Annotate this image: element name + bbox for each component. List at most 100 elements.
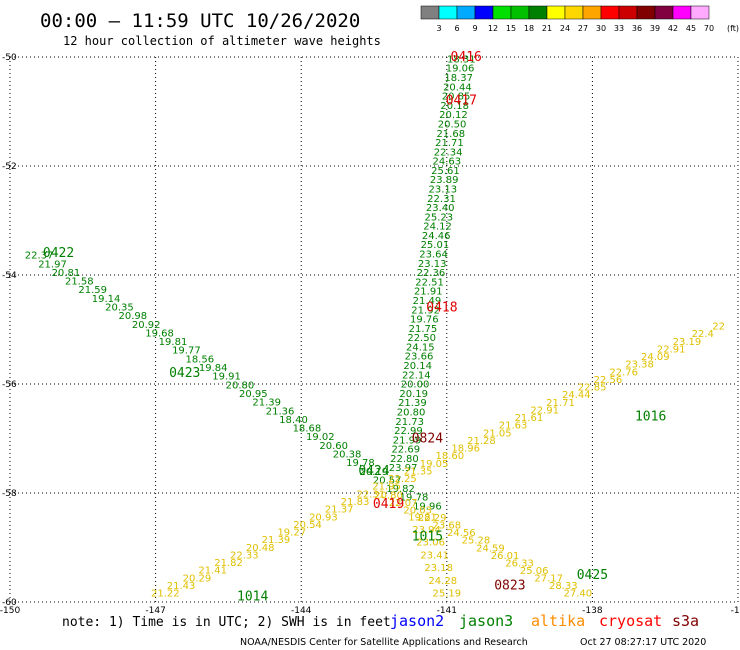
y-tick-label: -52: [2, 162, 17, 172]
wave-height-point: 21.95: [372, 482, 401, 493]
x-tick-label: -138: [582, 606, 603, 616]
x-tick-label: -141: [437, 606, 457, 616]
pass-label: 0823: [494, 579, 525, 594]
wave-height-point: 23.97: [389, 463, 418, 474]
wave-height-point: 22.50: [407, 333, 436, 344]
wave-height-point: 20.95: [239, 389, 268, 400]
colorbar-label: 70: [704, 24, 714, 33]
wave-height-point: 19.84: [199, 363, 228, 374]
colorbar-label: 30: [596, 24, 606, 33]
wave-height-point: 21.35: [404, 466, 433, 477]
pass-label: 1014: [237, 590, 268, 605]
wave-height-point: 20.48: [246, 543, 275, 554]
wave-height-point: 21.36: [266, 406, 295, 417]
footer-timestamp: Oct 27 08:27:17 UTC 2020: [580, 637, 706, 648]
pass-labels: 0416 0417 0418 0419 0422 0423 0424 0425 1014 1015…: [43, 50, 666, 605]
wave-height-point: 22.51: [415, 277, 444, 288]
wave-height-point: 19.82: [386, 484, 415, 495]
wave-height-point: 19.02: [306, 432, 335, 443]
wave-height-point: 28.33: [549, 581, 578, 592]
wave-height-point: 25.23: [425, 212, 454, 223]
wave-height-point: 22.69: [391, 445, 420, 456]
wave-height-point: 23.41: [420, 550, 449, 561]
pass-label: 0419: [373, 497, 404, 512]
colorbar-swatch: [618, 5, 638, 20]
wave-height-point: 24.15: [406, 342, 435, 353]
wave-height-point: 20.00: [401, 380, 430, 391]
chart-title: 00:00 – 11:59 UTC 10/26/2020: [40, 10, 360, 32]
wave-height-point: 18.68: [293, 424, 322, 435]
wave-height-point: 20.12: [439, 110, 468, 121]
pass-label: 1015: [412, 530, 443, 545]
wave-height-point: 23.89: [430, 175, 459, 186]
wave-height-point: 21.61: [515, 413, 544, 424]
wave-height-point: 21.97: [38, 259, 67, 270]
wave-height-point: 19.68: [145, 328, 174, 339]
x-tick-label: -13: [731, 606, 740, 616]
pass-label: 0824: [412, 432, 443, 447]
wave-height-point: 21.83: [341, 497, 370, 508]
wave-height-point: 19.81: [408, 512, 437, 523]
wave-height-point: 21.39: [262, 535, 291, 546]
wave-height-point: 25.06: [520, 566, 549, 577]
x-tick-label: -144: [291, 606, 312, 616]
wave-height-point: 23.06: [416, 538, 445, 549]
wave-height-point: 21.91: [414, 287, 443, 298]
wave-height-point: 19.81: [159, 337, 188, 348]
colorbar-swatch: [654, 5, 674, 20]
pass-label: 0418: [426, 301, 457, 316]
grid: [9, 56, 739, 603]
wave-height-point: 21.49: [413, 296, 442, 307]
colorbar-label: 15: [506, 24, 516, 33]
track-altika: 20.8022.0720.0322.2923.6824.5625.2824.59…: [374, 490, 592, 599]
y-tick-label: -50: [2, 53, 17, 63]
wave-height-point: 20.35: [105, 303, 134, 314]
legend-s3a: s3a: [672, 612, 699, 630]
wave-height-point: 23.13: [429, 185, 458, 196]
x-tick-label: -150: [0, 606, 20, 616]
wave-height-point: 18.31: [447, 54, 476, 65]
wave-height-point: 20.03: [403, 506, 432, 517]
colorbar-label: 33: [614, 24, 624, 33]
x-tick-label: -147: [145, 606, 165, 616]
wave-height-point: 21.41: [198, 566, 227, 577]
wave-height-point: 21.99: [393, 435, 422, 446]
wave-height-point: 21.75: [409, 324, 438, 335]
wave-height-point: 22.31: [427, 194, 456, 205]
wave-height-point: 20.81: [52, 268, 81, 279]
colorbar-swatch: [690, 5, 710, 20]
wave-height-point: 23.40: [426, 203, 455, 214]
wave-height-point: 22: [712, 322, 725, 333]
wave-height-point: 23.13: [418, 259, 447, 270]
colorbar-label: 3: [436, 24, 441, 33]
track-jason3: 22.3721.9720.8121.5821.5919.1420.3520.98…: [25, 251, 442, 513]
wave-height-point: 24.63: [432, 157, 461, 168]
legend-altika: altika: [531, 612, 585, 630]
wave-height-point: 22.14: [402, 370, 431, 381]
track-altika: 2222.423.1922.9124.0923.3822.7622.5622.8…: [151, 322, 725, 600]
wave-height-point: 22.25: [388, 474, 417, 485]
wave-height-point: 18.56: [185, 354, 214, 365]
pass-label: 0425: [577, 568, 608, 583]
wave-height-point: 18.40: [279, 415, 308, 426]
colorbar-swatch: [582, 5, 602, 20]
footer-credit: NOAA/NESDIS Center for Satellite Applica…: [240, 637, 528, 648]
wave-height-point: 20.18: [440, 101, 469, 112]
wave-height-point: 21.68: [436, 129, 465, 140]
colorbar-swatch: [600, 5, 620, 20]
wave-height-point: 23.66: [405, 352, 434, 363]
altimeter-tracks: 18.3119.0618.3720.4420.8520.1820.1220.50…: [25, 54, 725, 599]
wave-height-point: 23.68: [432, 521, 461, 532]
colorbar-swatch: [474, 5, 494, 20]
wave-height-point: 20.93: [309, 512, 338, 523]
wave-height-point: 22.29: [418, 513, 447, 524]
wave-height-point: 19.06: [446, 64, 475, 75]
wave-height-point: 19.91: [212, 372, 241, 383]
wave-height-point: 21.59: [78, 285, 107, 296]
wave-height-point: 19.27: [277, 528, 306, 539]
track-jason3: 18.3119.0618.3720.4420.8520.1820.1220.50…: [389, 54, 476, 474]
wave-height-point: 26.33: [505, 558, 534, 569]
wave-height-point: 21.05: [483, 428, 512, 439]
wave-height-point: 22.07: [389, 498, 418, 509]
